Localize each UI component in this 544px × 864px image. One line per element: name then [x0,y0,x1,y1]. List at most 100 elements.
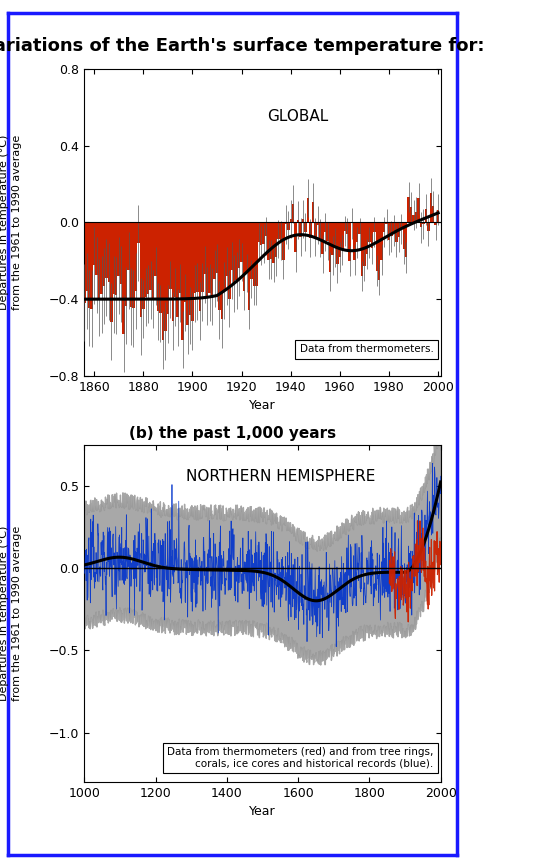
Bar [417,198,420,223]
Bar [280,223,282,240]
Bar [262,223,265,244]
Bar [333,223,336,247]
Bar [206,223,208,296]
Bar [405,223,407,257]
Text: (b) the past 1,000 years: (b) the past 1,000 years [129,426,336,441]
X-axis label: Year: Year [249,399,276,412]
Bar [122,223,125,334]
Y-axis label: Departures in temperature (°C)
from the 1961 to 1990 average: Departures in temperature (°C) from the … [0,135,22,310]
Bar [282,223,285,260]
Bar [326,223,329,241]
Bar [314,223,317,238]
Bar [243,223,245,291]
Bar [309,223,312,238]
Text: Variations of the Earth's surface temperature for:: Variations of the Earth's surface temper… [0,36,484,54]
Bar [336,223,339,264]
Bar [403,223,405,249]
Bar [201,223,203,292]
Bar [110,223,113,321]
Text: Data from thermometers.: Data from thermometers. [300,345,434,354]
Bar [427,223,430,231]
Text: NORTHERN HEMISPHERE: NORTHERN HEMISPHERE [186,468,375,484]
Bar [186,223,189,326]
Bar [226,223,228,276]
Bar [130,223,132,307]
Bar [273,223,275,263]
Bar [203,223,206,274]
Bar [93,223,95,265]
Bar [437,210,440,223]
Bar [322,223,324,254]
Bar [277,223,280,239]
Bar [385,223,388,225]
Bar [292,204,294,223]
Bar [255,223,257,286]
Bar [88,223,90,308]
Bar [196,223,199,292]
Bar [351,223,354,224]
Bar [410,207,412,223]
Bar [223,223,226,290]
Bar [228,223,231,299]
Bar [150,223,152,290]
Bar [294,223,297,252]
Bar [159,223,162,314]
Bar [339,223,341,257]
Bar [363,223,366,266]
Bar [373,223,375,232]
Bar [368,223,370,242]
Bar [166,223,169,314]
Bar [125,223,127,306]
Bar [289,219,292,223]
Bar [176,223,179,317]
Bar [240,223,243,262]
Bar [191,223,194,321]
Bar [238,223,240,268]
Bar [181,223,184,340]
Bar [287,223,289,230]
Bar [233,223,236,283]
Bar [304,223,307,232]
Bar [248,223,250,309]
Bar [194,223,196,294]
Bar [285,223,287,225]
Bar [199,223,201,311]
Bar [435,223,437,226]
Bar [324,223,326,232]
Bar [415,213,417,223]
Bar [356,223,358,242]
Bar [113,223,115,295]
Bar [312,202,314,223]
Bar [171,223,174,321]
Bar [375,223,378,270]
Y-axis label: Departures in temperature (°C)
from the 1961 to 1990 average: Departures in temperature (°C) from the … [0,526,22,701]
Bar [218,223,221,310]
Bar [90,223,93,308]
Bar [331,223,333,256]
Bar [400,223,403,229]
Bar [85,223,88,291]
Bar [430,193,432,223]
Bar [252,223,255,286]
Bar [154,223,157,276]
Bar [388,223,390,240]
Bar [236,223,238,280]
Bar [100,223,103,295]
Bar [383,223,385,232]
Bar [270,223,273,259]
Bar [211,223,213,296]
Bar [432,206,435,223]
Bar [268,223,270,259]
Bar [142,223,145,309]
Bar [412,215,415,223]
Bar [395,223,398,242]
Bar [135,223,137,291]
Bar [370,223,373,248]
Bar [317,223,319,225]
Bar [275,223,277,257]
Bar [346,223,349,233]
Bar [162,223,164,340]
Bar [174,223,176,297]
Text: (a) the past 140 years: (a) the past 140 years [138,72,327,87]
Bar [216,223,218,273]
